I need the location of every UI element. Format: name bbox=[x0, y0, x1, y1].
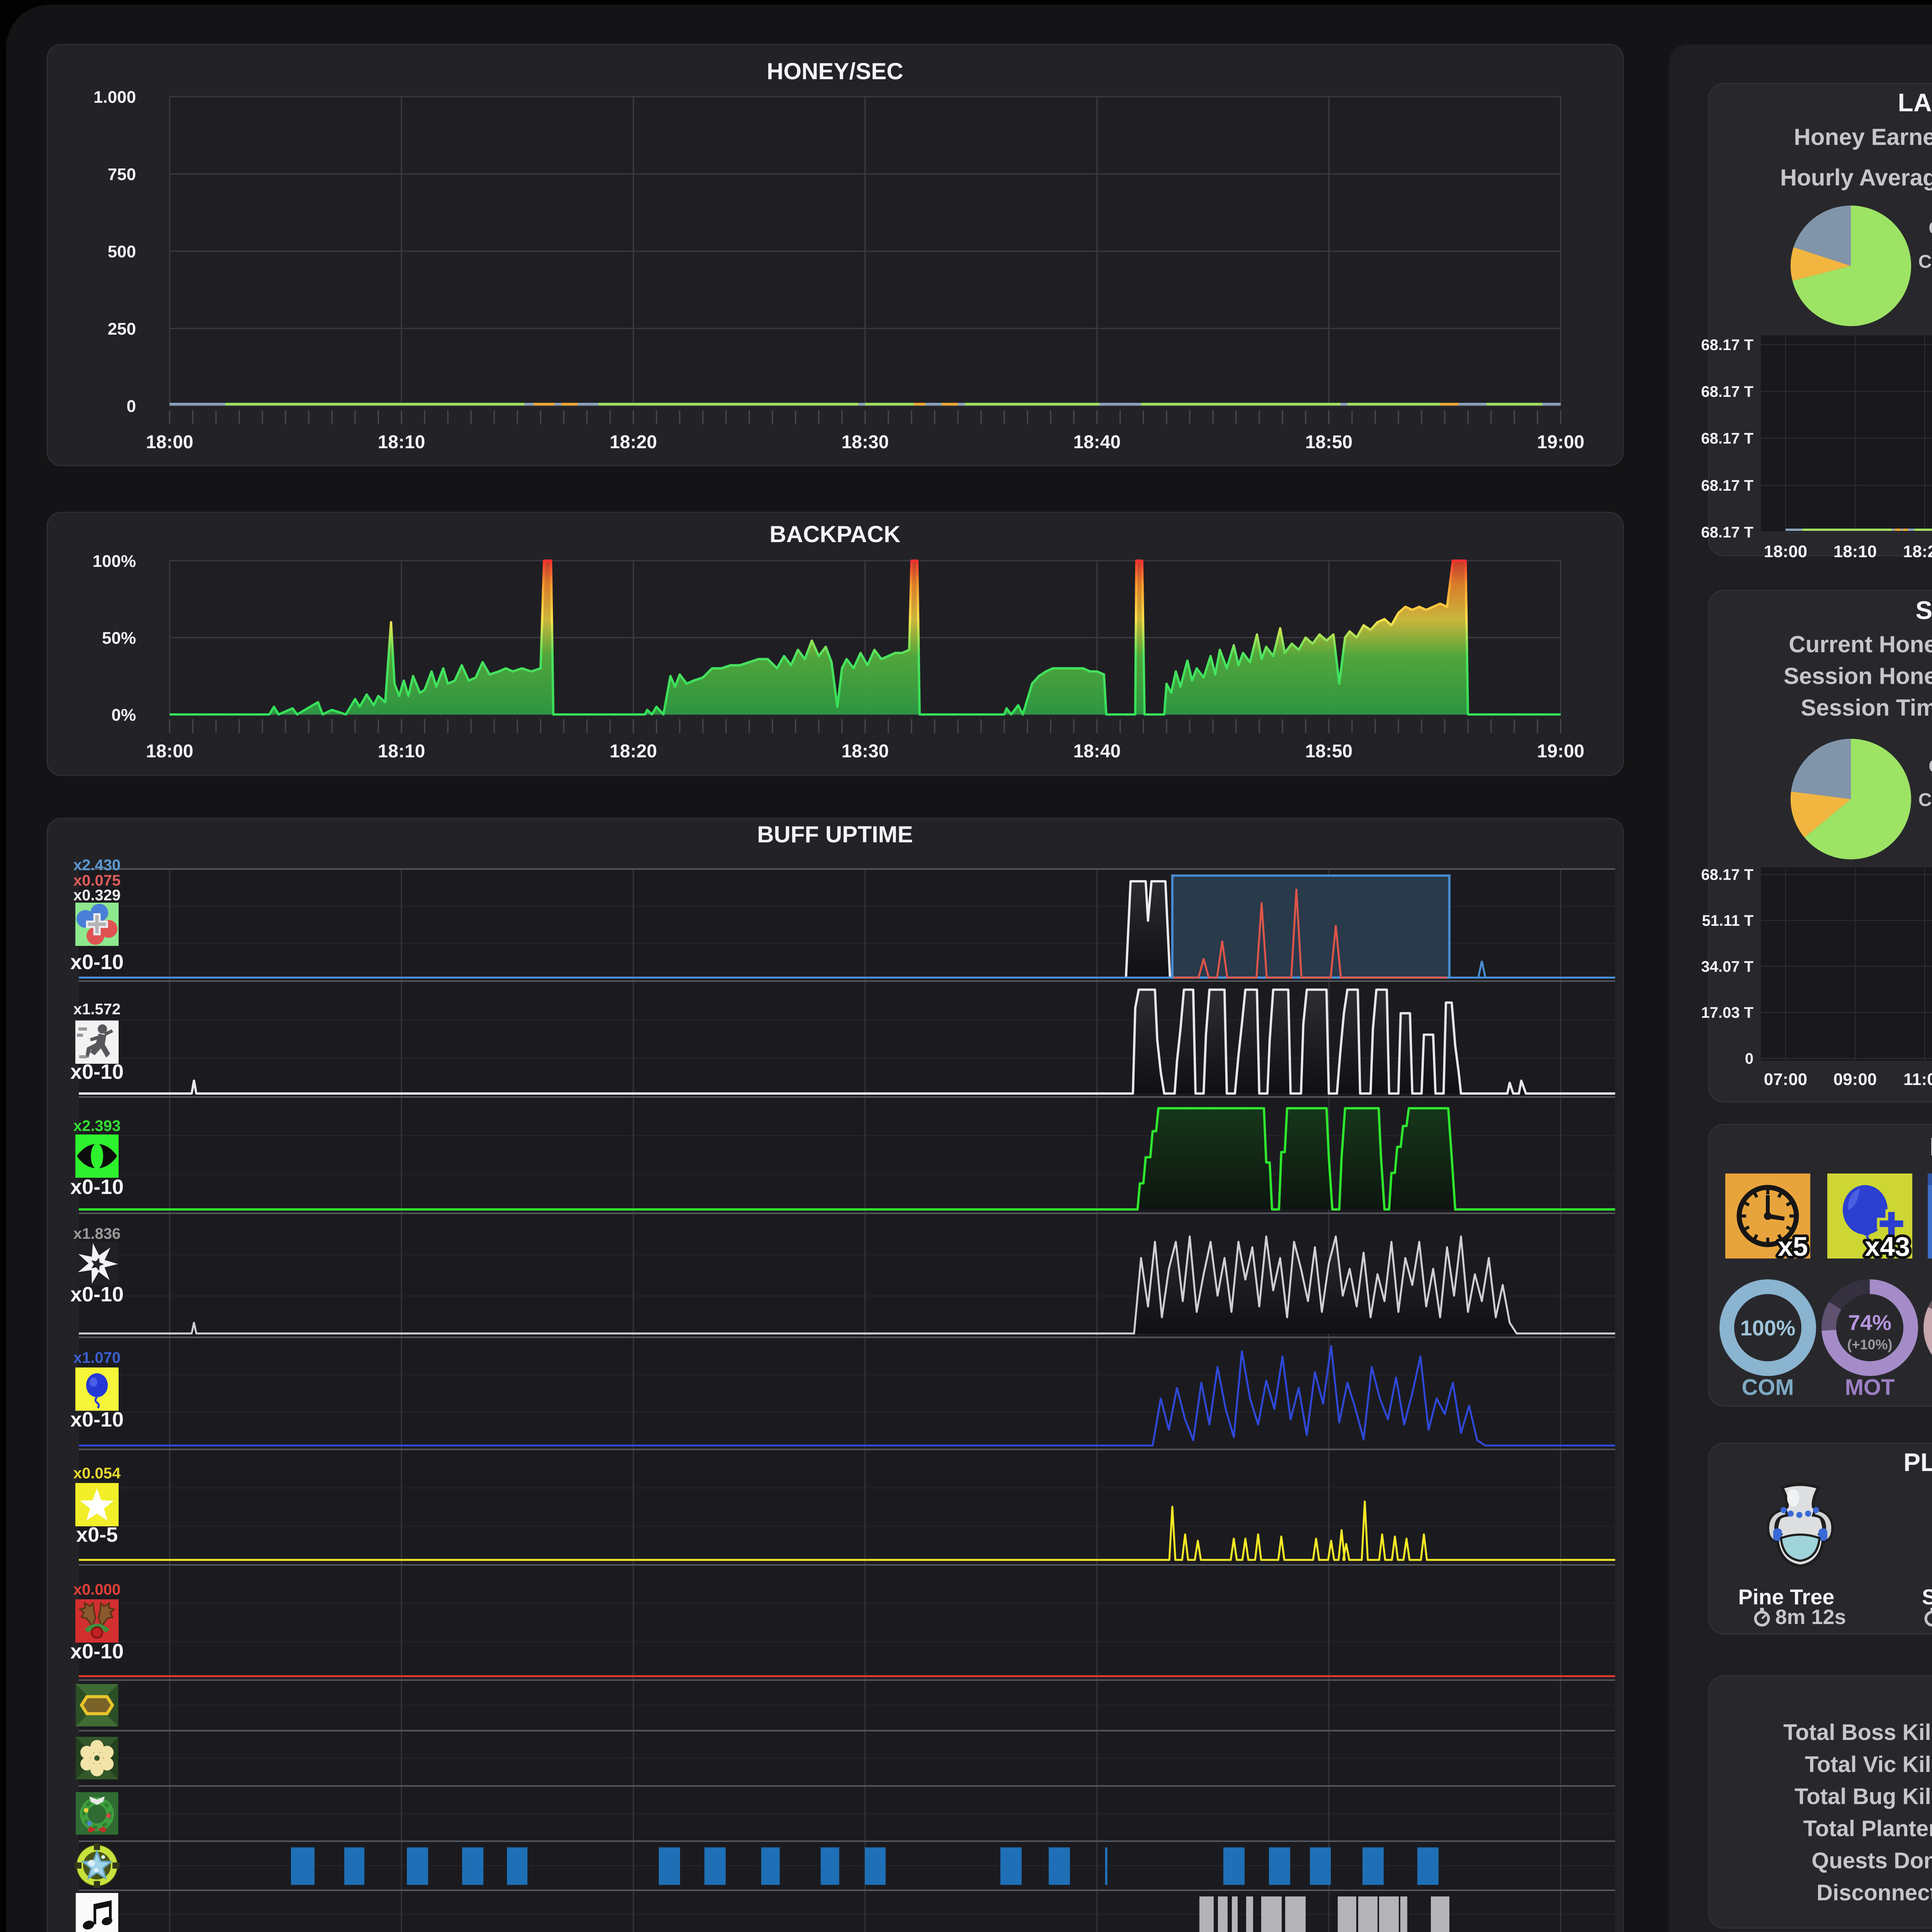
svg-text:Spider: Spider bbox=[1922, 1585, 1932, 1609]
svg-text:BUFF UPTIME: BUFF UPTIME bbox=[757, 821, 913, 847]
svg-text:18:00: 18:00 bbox=[146, 741, 194, 762]
svg-text:Convert: Convert bbox=[1918, 252, 1932, 272]
svg-text:x0-10: x0-10 bbox=[70, 1060, 124, 1083]
svg-text:Hourly Average: Hourly Average bbox=[1780, 165, 1932, 190]
svg-text:1.000: 1.000 bbox=[94, 88, 136, 107]
svg-text:8m 12s: 8m 12s bbox=[1775, 1605, 1846, 1629]
svg-text:x43: x43 bbox=[1865, 1231, 1910, 1262]
svg-text:Total Planters: Total Planters bbox=[1803, 1816, 1932, 1841]
svg-text:19:00: 19:00 bbox=[1537, 741, 1585, 762]
svg-text:68.17 T: 68.17 T bbox=[1701, 430, 1753, 447]
svg-text:Session Time: Session Time bbox=[1801, 695, 1932, 721]
svg-text:LAST HOUR: LAST HOUR bbox=[1898, 88, 1932, 117]
svg-text:11:00: 11:00 bbox=[1903, 1070, 1932, 1089]
svg-text:x0.054: x0.054 bbox=[73, 1465, 121, 1482]
svg-text:x2.393: x2.393 bbox=[73, 1117, 121, 1134]
svg-text:18:00: 18:00 bbox=[146, 432, 194, 452]
svg-text:COM: COM bbox=[1742, 1375, 1794, 1400]
svg-text:Session Honey: Session Honey bbox=[1784, 663, 1932, 689]
svg-text:18:10: 18:10 bbox=[1833, 542, 1877, 561]
svg-text:18:20: 18:20 bbox=[610, 741, 657, 762]
svg-text:Total Bug Kills: Total Bug Kills bbox=[1794, 1784, 1932, 1809]
svg-text:68.17 T: 68.17 T bbox=[1701, 477, 1753, 494]
svg-text:HONEY/SEC: HONEY/SEC bbox=[767, 58, 903, 84]
svg-text:18:20: 18:20 bbox=[1903, 542, 1932, 561]
svg-text:18:30: 18:30 bbox=[842, 741, 889, 762]
svg-text:0: 0 bbox=[127, 397, 136, 416]
svg-text:Total Boss Kills: Total Boss Kills bbox=[1783, 1720, 1932, 1745]
svg-text:68.17 T: 68.17 T bbox=[1701, 383, 1753, 400]
svg-text:x5: x5 bbox=[1778, 1231, 1808, 1262]
svg-text:BUFFS: BUFFS bbox=[1930, 1132, 1932, 1161]
svg-text:0: 0 bbox=[1745, 1050, 1753, 1067]
svg-text:250: 250 bbox=[108, 320, 136, 338]
svg-text:BACKPACK: BACKPACK bbox=[770, 521, 901, 547]
svg-text:x0-10: x0-10 bbox=[70, 1283, 124, 1306]
svg-text:17.03 T: 17.03 T bbox=[1701, 1004, 1753, 1021]
svg-text:x1.070: x1.070 bbox=[73, 1349, 121, 1366]
svg-text:19:00: 19:00 bbox=[1537, 432, 1585, 452]
svg-text:18:40: 18:40 bbox=[1073, 432, 1121, 452]
svg-text:MOT: MOT bbox=[1845, 1375, 1895, 1400]
svg-text:50%: 50% bbox=[102, 629, 136, 648]
svg-text:Gather: Gather bbox=[1929, 218, 1932, 238]
svg-text:18:40: 18:40 bbox=[1073, 741, 1121, 762]
svg-text:68.17 T: 68.17 T bbox=[1701, 524, 1753, 541]
svg-text:0%: 0% bbox=[111, 706, 136, 724]
svg-text:500: 500 bbox=[108, 242, 136, 261]
svg-text:Quests Done: Quests Done bbox=[1811, 1848, 1932, 1873]
svg-text:100%: 100% bbox=[92, 552, 136, 571]
svg-text:Total Vic Kills: Total Vic Kills bbox=[1805, 1752, 1932, 1777]
svg-text:Current Honey: Current Honey bbox=[1789, 631, 1932, 657]
svg-text:Disconnects: Disconnects bbox=[1816, 1880, 1932, 1905]
svg-text:18:00: 18:00 bbox=[1764, 542, 1808, 561]
svg-text:SESSION: SESSION bbox=[1915, 596, 1932, 624]
svg-text:x0.075: x0.075 bbox=[73, 872, 121, 889]
svg-text:x0-10: x0-10 bbox=[70, 1175, 124, 1199]
svg-text:18:20: 18:20 bbox=[610, 432, 657, 452]
svg-text:Gather: Gather bbox=[1929, 756, 1932, 777]
svg-text:x0-10: x0-10 bbox=[70, 951, 124, 974]
svg-text:74%: 74% bbox=[1848, 1310, 1891, 1335]
svg-text:x0-5: x0-5 bbox=[76, 1523, 118, 1546]
svg-text:51.11 T: 51.11 T bbox=[1702, 912, 1753, 929]
svg-text:x2.430: x2.430 bbox=[73, 857, 121, 874]
svg-text:x1.572: x1.572 bbox=[73, 1001, 121, 1018]
svg-text:x0.329: x0.329 bbox=[73, 887, 121, 904]
svg-text:68.17 T: 68.17 T bbox=[1701, 337, 1753, 354]
svg-text:18:50: 18:50 bbox=[1305, 741, 1353, 762]
svg-text:Honey Earned: Honey Earned bbox=[1794, 124, 1932, 150]
svg-text:09:00: 09:00 bbox=[1833, 1070, 1877, 1089]
svg-text:100%: 100% bbox=[1740, 1316, 1795, 1340]
svg-text:x0-10: x0-10 bbox=[70, 1640, 124, 1663]
svg-text:68.17 T: 68.17 T bbox=[1701, 866, 1753, 883]
svg-text:(+10%): (+10%) bbox=[1847, 1337, 1892, 1352]
svg-text:PLANTERS: PLANTERS bbox=[1903, 1448, 1932, 1476]
svg-text:Pine Tree: Pine Tree bbox=[1738, 1585, 1834, 1609]
svg-text:x0-10: x0-10 bbox=[70, 1408, 124, 1431]
svg-text:18:10: 18:10 bbox=[378, 741, 425, 762]
svg-text:750: 750 bbox=[108, 165, 136, 184]
svg-text:07:00: 07:00 bbox=[1764, 1070, 1808, 1089]
svg-text:18:10: 18:10 bbox=[378, 432, 425, 452]
svg-text:18:50: 18:50 bbox=[1305, 432, 1353, 452]
svg-text:34.07 T: 34.07 T bbox=[1701, 958, 1753, 975]
svg-text:18:30: 18:30 bbox=[842, 432, 889, 452]
svg-text:x0.000: x0.000 bbox=[73, 1581, 121, 1598]
svg-text:Convert: Convert bbox=[1918, 790, 1932, 810]
svg-text:x1.836: x1.836 bbox=[73, 1225, 121, 1242]
